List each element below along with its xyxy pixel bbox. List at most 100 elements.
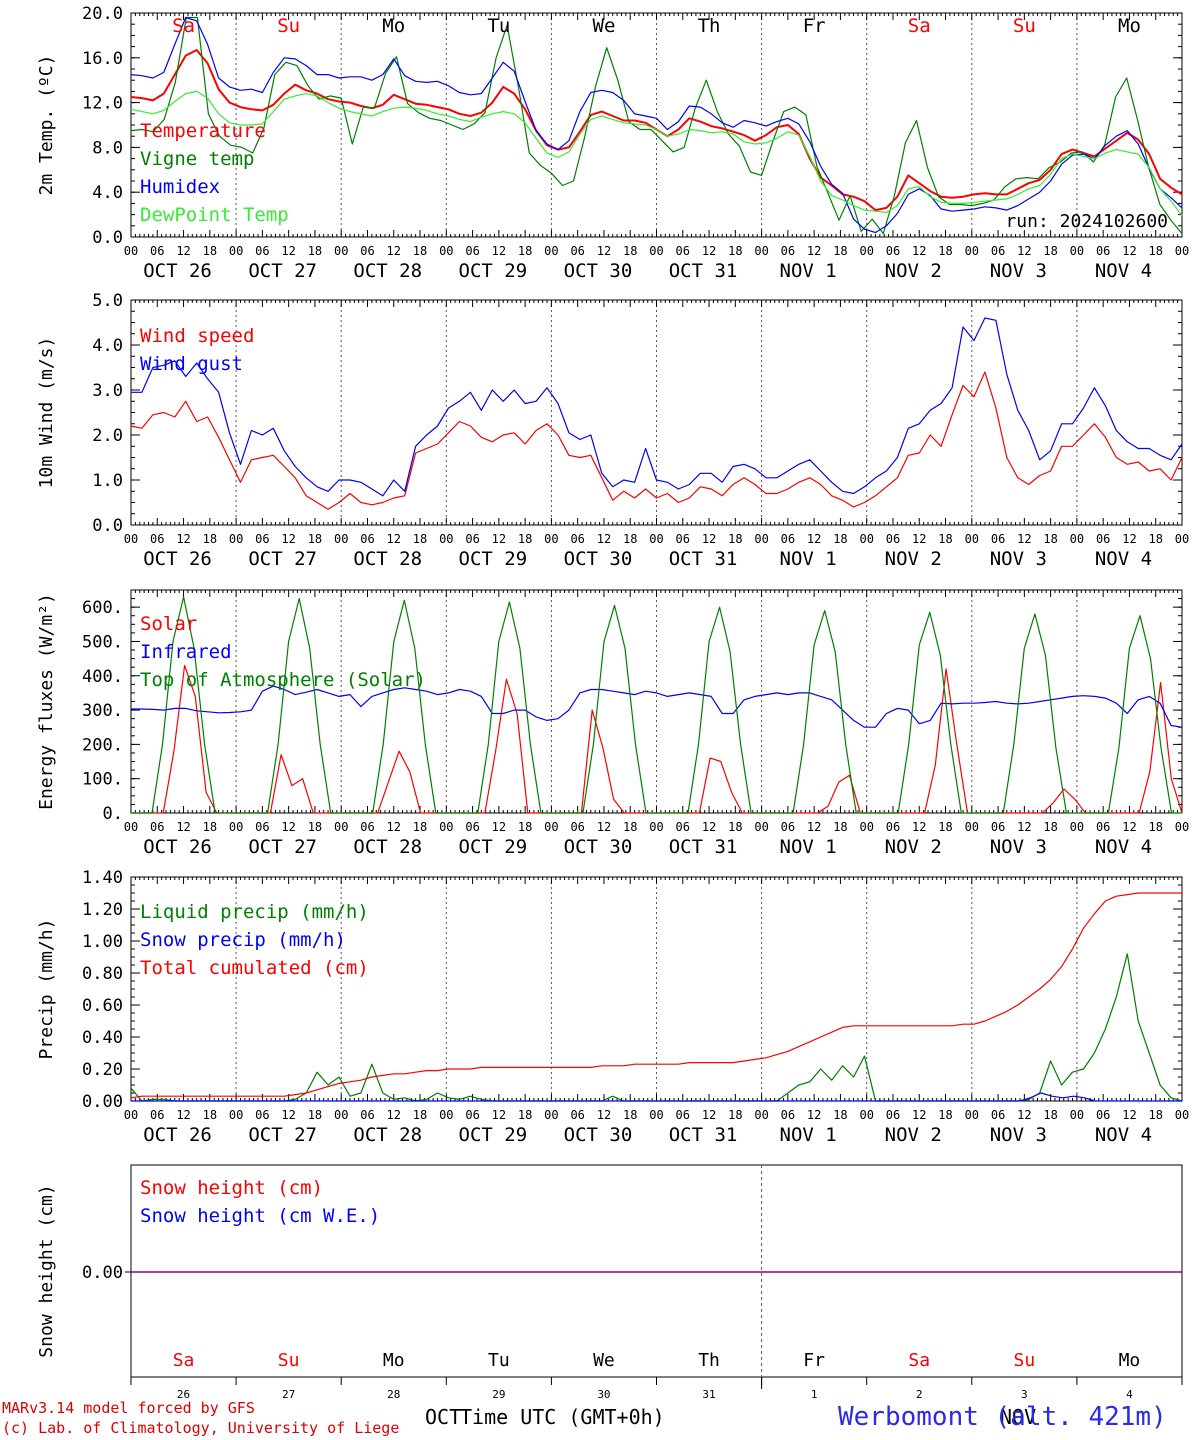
hour-tick-label: 18: [308, 244, 322, 258]
hour-tick-label: 18: [518, 244, 532, 258]
y-tick-label: 12.0: [82, 94, 123, 114]
hour-tick-label: 06: [360, 532, 374, 546]
legend-entry: Vigne temp: [140, 148, 254, 170]
hour-tick-label: 12: [281, 244, 295, 258]
y-axis-label: Energy fluxes (W/m²): [36, 593, 57, 810]
hour-tick-label: 06: [781, 1108, 795, 1122]
y-tick-label: 400.: [82, 667, 123, 687]
date-label: NOV 4: [1095, 260, 1152, 282]
hour-tick-label: 06: [886, 532, 900, 546]
weekday-label: Mo: [383, 1350, 405, 1371]
weekday-label: Su: [1014, 1350, 1036, 1371]
hour-tick-label: 18: [938, 532, 952, 546]
hour-tick-label: 06: [360, 820, 374, 834]
hour-tick-label: 12: [492, 1108, 506, 1122]
date-label: OCT 31: [669, 548, 738, 570]
hour-tick-label: 12: [1122, 820, 1136, 834]
date-label: OCT 28: [353, 260, 422, 282]
date-label: OCT 29: [459, 1124, 528, 1146]
y-tick-label: 8.0: [92, 138, 123, 158]
date-label: OCT 29: [459, 548, 528, 570]
hour-tick-label: 06: [781, 820, 795, 834]
y-tick-label: 0.40: [82, 1028, 123, 1048]
y-tick-label: 16.0: [82, 49, 123, 69]
hour-tick-label: 00: [439, 244, 453, 258]
hour-tick-label: 18: [623, 820, 637, 834]
hour-tick-label: 06: [255, 532, 269, 546]
y-tick-label: 600.: [82, 598, 123, 618]
hour-tick-label: 12: [1017, 1108, 1031, 1122]
hour-tick-label: 06: [886, 820, 900, 834]
hour-tick-label: 06: [886, 1108, 900, 1122]
legend-entry: Temperature: [140, 120, 266, 142]
date-label: OCT 27: [248, 1124, 317, 1146]
day-number: 2: [916, 1388, 923, 1401]
hour-tick-label: 18: [728, 1108, 742, 1122]
hour-tick-label: 06: [781, 244, 795, 258]
series-line-dewpoint-temp: [130, 90, 1183, 217]
hour-tick-label: 12: [912, 1108, 926, 1122]
hour-tick-label: 00: [229, 244, 243, 258]
hour-tick-label: 00: [1070, 532, 1084, 546]
hour-tick-label: 18: [1043, 1108, 1057, 1122]
date-label: OCT 30: [564, 260, 633, 282]
hour-tick-label: 00: [649, 1108, 663, 1122]
hour-tick-label: 18: [1148, 820, 1162, 834]
date-label: OCT 31: [669, 1124, 738, 1146]
hour-tick-label: 06: [676, 820, 690, 834]
hour-tick-label: 12: [807, 244, 821, 258]
legend-entry: Wind speed: [140, 325, 254, 347]
hour-tick-label: 00: [965, 820, 979, 834]
y-tick-label: 2.0: [92, 426, 123, 446]
date-label: OCT 29: [459, 260, 528, 282]
legend-entry: Snow height (cm W.E.): [140, 1205, 380, 1227]
date-label: OCT 26: [143, 260, 212, 282]
hour-tick-label: 12: [387, 244, 401, 258]
hour-tick-label: 00: [1070, 820, 1084, 834]
day-number: 28: [387, 1388, 400, 1401]
hour-tick-label: 06: [255, 820, 269, 834]
weekday-label: Fr: [803, 1350, 825, 1371]
date-label: OCT 26: [143, 1124, 212, 1146]
hour-tick-label: 06: [1096, 532, 1110, 546]
hour-tick-label: 00: [544, 1108, 558, 1122]
hour-tick-label: 00: [965, 1108, 979, 1122]
hour-tick-label: 18: [203, 820, 217, 834]
x-axis-title: Time UTC (GMT+0h): [460, 1405, 665, 1429]
y-tick-label: 300.: [82, 701, 123, 721]
hour-tick-label: 00: [1175, 244, 1189, 258]
hour-tick-label: 12: [597, 532, 611, 546]
hour-tick-label: 18: [308, 1108, 322, 1122]
date-label: OCT 31: [669, 836, 738, 858]
y-tick-label: 200.: [82, 735, 123, 755]
hour-tick-label: 18: [623, 532, 637, 546]
date-label: NOV 4: [1095, 548, 1152, 570]
hour-tick-label: 12: [1122, 244, 1136, 258]
hour-tick-label: 18: [1043, 820, 1057, 834]
legend-entry: Liquid precip (mm/h): [140, 901, 369, 923]
weekday-label: Su: [277, 15, 300, 37]
weekday-label: Mo: [382, 15, 405, 37]
hour-tick-label: 06: [991, 532, 1005, 546]
hour-tick-label: 12: [176, 244, 190, 258]
date-label: OCT 28: [353, 548, 422, 570]
y-tick-label: 0.80: [82, 964, 123, 984]
legend-entry: Solar: [140, 613, 197, 635]
hour-tick-label: 06: [150, 1108, 164, 1122]
hour-tick-label: 00: [334, 1108, 348, 1122]
date-label: NOV 2: [885, 836, 942, 858]
hour-tick-label: 18: [308, 532, 322, 546]
date-label: OCT 30: [564, 548, 633, 570]
hour-tick-label: 06: [676, 244, 690, 258]
hour-tick-label: 00: [965, 244, 979, 258]
hour-tick-label: 06: [150, 244, 164, 258]
date-label: OCT 27: [248, 836, 317, 858]
y-tick-label: 100.: [82, 770, 123, 790]
hour-tick-label: 12: [702, 1108, 716, 1122]
hour-tick-label: 00: [334, 244, 348, 258]
hour-tick-label: 12: [387, 1108, 401, 1122]
hour-tick-label: 00: [229, 820, 243, 834]
date-label: OCT 26: [143, 548, 212, 570]
hour-tick-label: 00: [124, 820, 138, 834]
weekday-label: Sa: [908, 15, 931, 37]
